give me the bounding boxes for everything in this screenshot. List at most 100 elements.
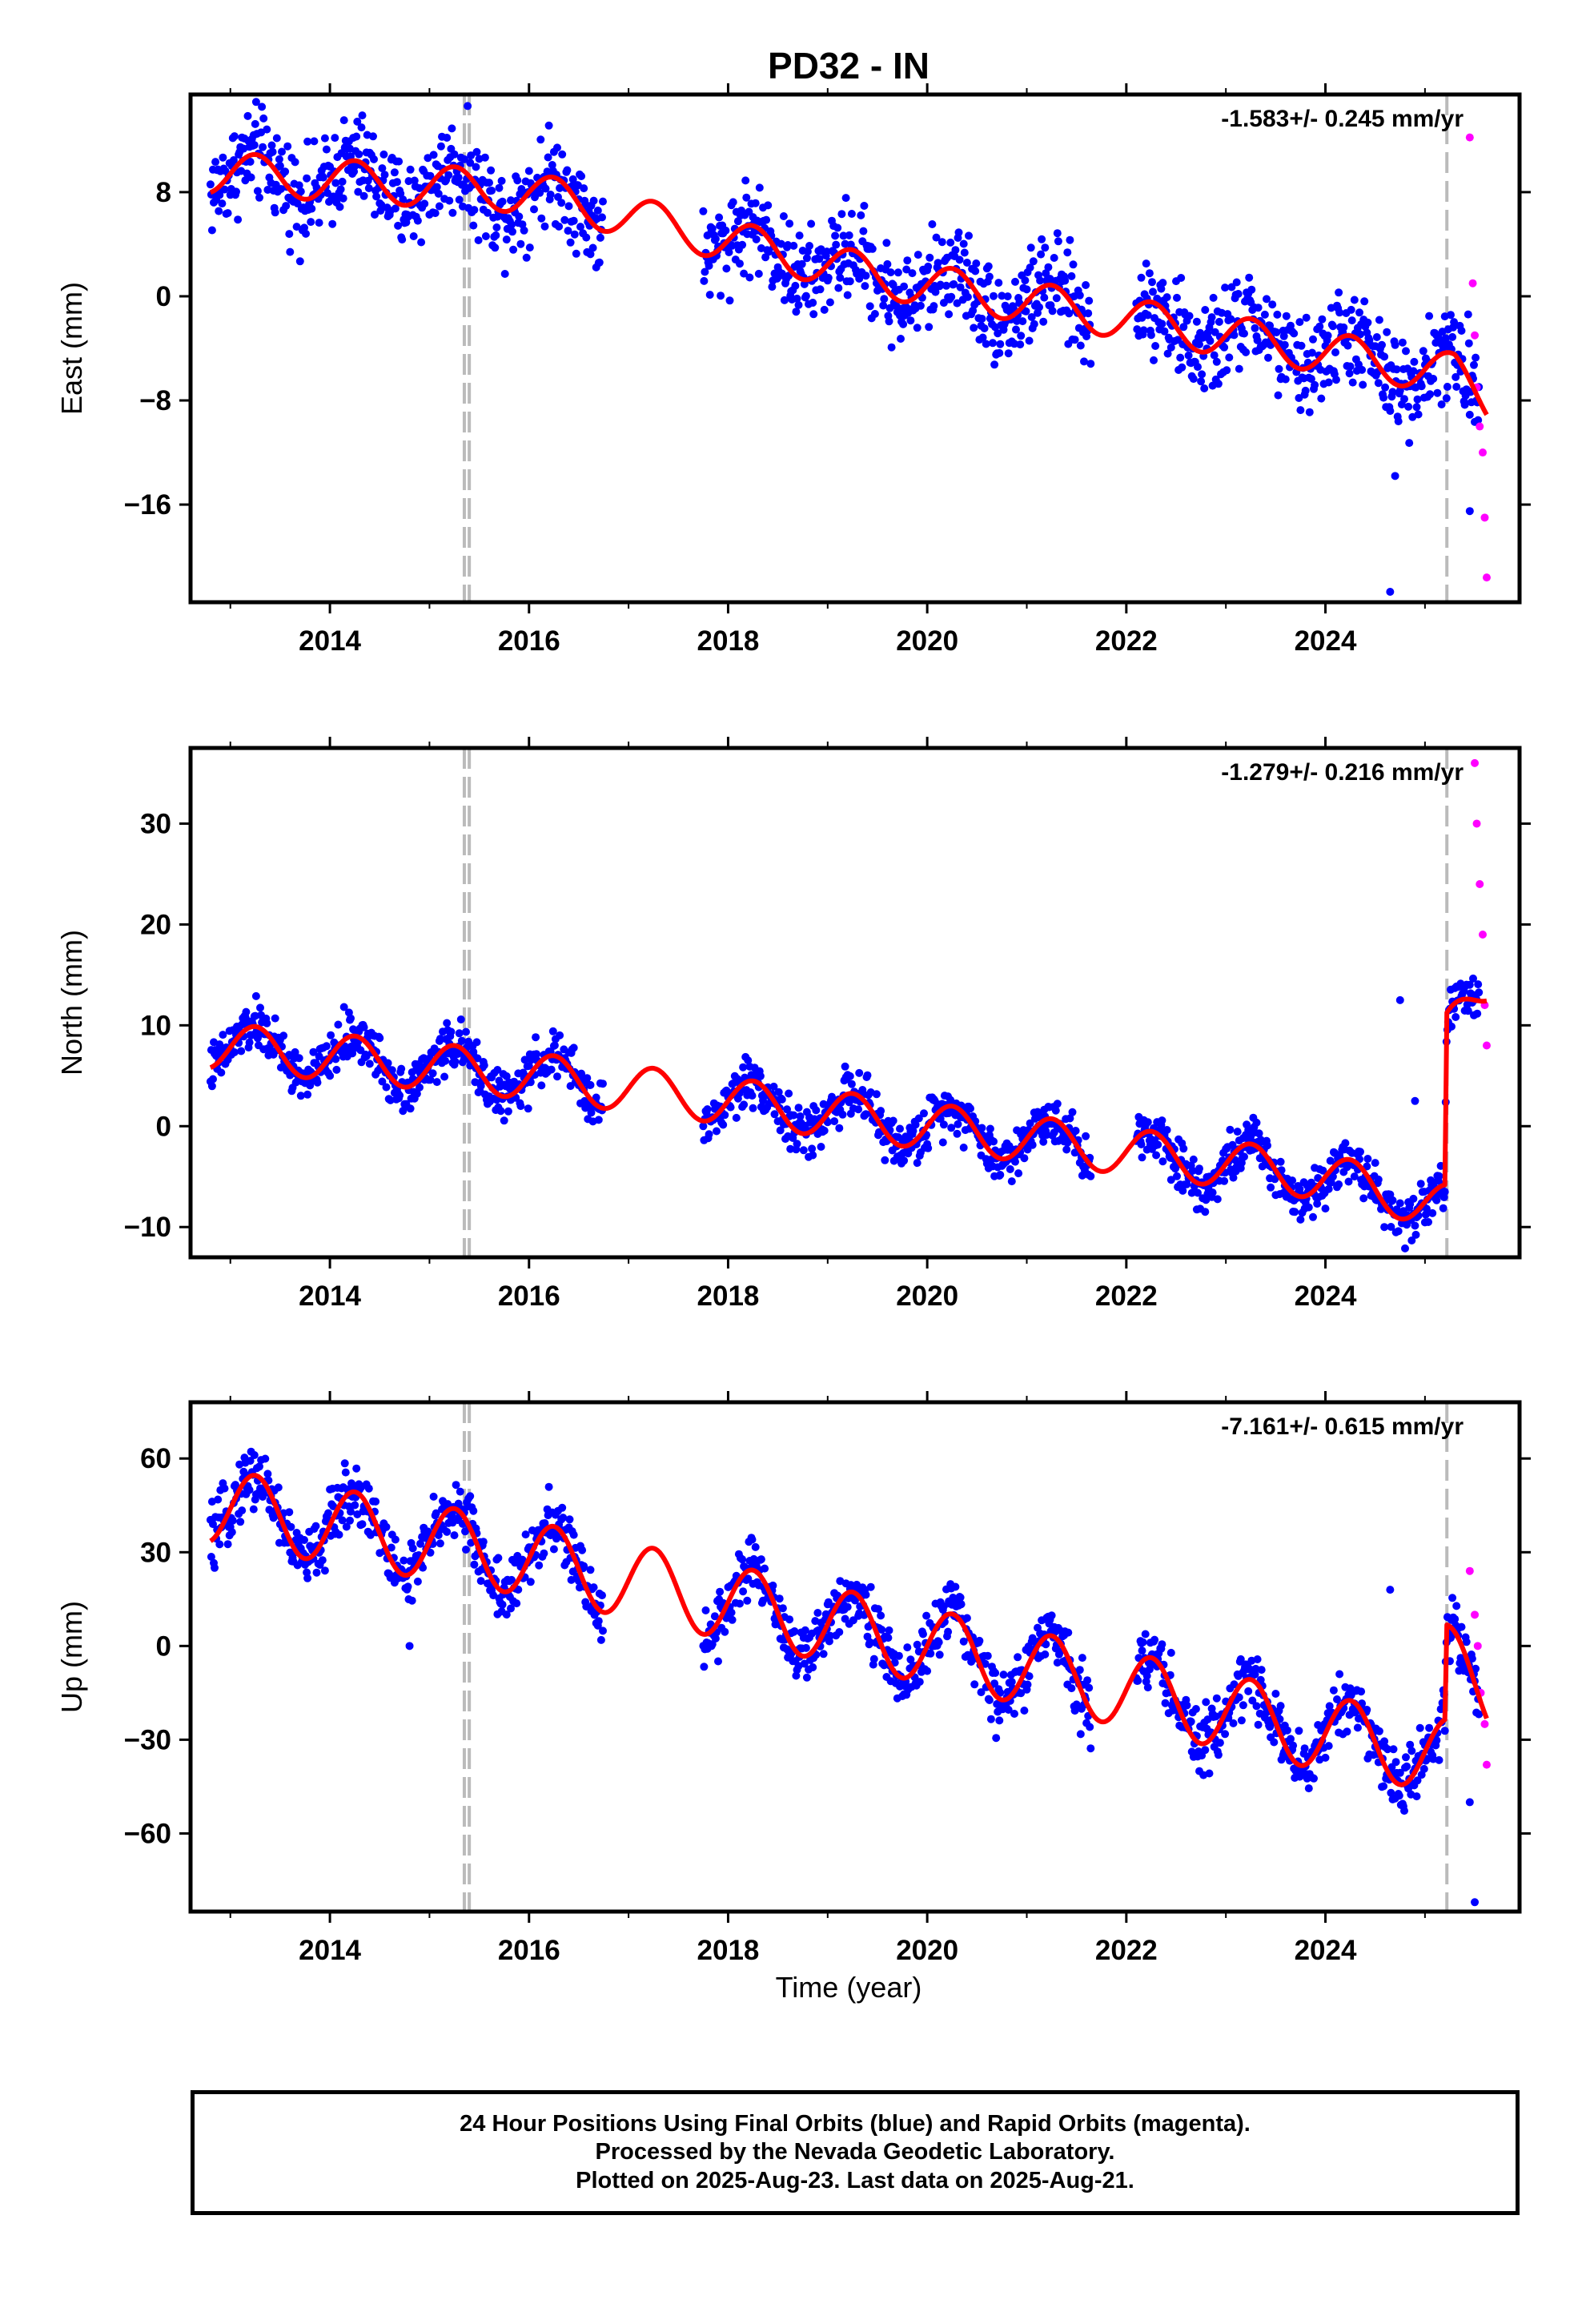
final-orbit-point bbox=[1151, 342, 1160, 350]
final-orbit-point bbox=[1138, 1638, 1147, 1647]
final-orbit-point bbox=[275, 162, 284, 171]
final-orbit-point bbox=[785, 219, 794, 228]
final-orbit-point bbox=[1319, 1166, 1327, 1175]
final-orbit-point bbox=[1036, 276, 1045, 285]
final-orbit-point bbox=[1321, 1204, 1330, 1213]
final-orbit-point bbox=[259, 114, 268, 123]
final-orbit-point bbox=[1335, 308, 1344, 317]
final-orbit-point bbox=[1076, 341, 1085, 350]
final-orbit-point bbox=[1083, 1676, 1092, 1685]
final-orbit-point bbox=[1178, 363, 1186, 372]
final-orbit-point bbox=[456, 1015, 465, 1023]
final-orbit-point bbox=[334, 1020, 343, 1029]
final-orbit-point bbox=[1142, 1671, 1151, 1680]
x-tick-label: 2024 bbox=[1295, 1935, 1357, 1966]
final-orbit-point bbox=[769, 1082, 778, 1091]
final-orbit-point bbox=[219, 153, 227, 162]
rapid-orbit-point bbox=[1482, 1041, 1491, 1050]
final-orbit-point bbox=[1335, 288, 1343, 297]
final-orbit-points bbox=[206, 974, 1484, 1252]
final-orbit-point bbox=[800, 1659, 809, 1668]
final-orbit-point bbox=[1207, 313, 1216, 322]
final-orbit-point bbox=[382, 1083, 391, 1092]
final-orbit-point bbox=[1403, 1762, 1411, 1771]
final-orbit-point bbox=[1086, 1723, 1094, 1731]
final-orbit-point bbox=[1402, 1753, 1410, 1762]
final-orbit-point bbox=[1344, 1177, 1353, 1186]
final-orbit-point bbox=[406, 1104, 415, 1113]
final-orbit-point bbox=[793, 1140, 801, 1148]
final-orbit-point bbox=[1465, 980, 1474, 989]
final-orbit-point bbox=[1158, 1116, 1166, 1125]
final-orbit-point bbox=[877, 1626, 886, 1634]
final-orbit-point bbox=[1452, 1013, 1460, 1021]
final-orbit-point bbox=[1394, 1227, 1403, 1236]
final-orbit-point bbox=[785, 1089, 793, 1098]
final-orbit-point bbox=[1345, 369, 1354, 378]
final-orbit-point bbox=[1166, 1176, 1175, 1184]
x-tick-label: 2018 bbox=[697, 1281, 760, 1312]
final-orbit-point bbox=[513, 176, 522, 185]
final-orbit-point bbox=[462, 1027, 470, 1036]
final-orbit-point bbox=[725, 248, 733, 256]
final-orbit-point bbox=[1276, 1702, 1285, 1711]
final-orbit-point bbox=[537, 1081, 546, 1090]
final-orbit-point bbox=[1331, 348, 1339, 356]
final-orbit-point bbox=[492, 231, 500, 239]
final-orbit-point bbox=[1465, 1798, 1474, 1807]
final-orbit-point bbox=[338, 177, 347, 186]
final-orbit-point bbox=[966, 1104, 974, 1113]
final-orbit-point bbox=[786, 1144, 795, 1153]
final-orbit-point bbox=[800, 279, 809, 288]
final-orbit-point bbox=[357, 123, 366, 132]
final-orbit-point bbox=[1027, 313, 1036, 321]
final-orbit-point bbox=[323, 189, 331, 197]
final-orbit-point bbox=[318, 1556, 327, 1565]
final-orbit-point bbox=[310, 137, 319, 146]
final-orbit-point bbox=[1076, 1730, 1085, 1739]
final-orbit-point bbox=[1229, 1173, 1238, 1182]
final-orbit-point bbox=[1398, 338, 1407, 347]
final-orbit-point bbox=[1353, 1723, 1362, 1732]
final-orbit-point bbox=[839, 231, 848, 240]
final-orbit-point bbox=[1469, 974, 1477, 983]
final-orbit-point bbox=[777, 1095, 786, 1104]
final-orbit-point bbox=[1161, 1699, 1170, 1707]
velocity-annotation: -1.583+/- 0.245 mm/yr bbox=[1221, 106, 1464, 132]
final-orbit-point bbox=[372, 192, 381, 201]
final-orbit-point bbox=[893, 268, 902, 277]
final-orbit-point bbox=[1086, 360, 1095, 368]
final-orbit-point bbox=[541, 184, 550, 193]
final-orbit-point bbox=[847, 1080, 856, 1088]
rapid-orbit-point bbox=[1476, 422, 1484, 431]
final-orbit-point bbox=[802, 254, 811, 263]
final-orbit-point bbox=[1432, 1736, 1441, 1745]
plot-frame bbox=[188, 92, 1522, 605]
final-orbit-point bbox=[1296, 1215, 1305, 1224]
final-orbit-point bbox=[802, 1673, 811, 1682]
final-orbit-point bbox=[783, 1105, 791, 1114]
final-orbit-point bbox=[315, 219, 323, 227]
final-orbit-point bbox=[754, 269, 763, 278]
final-orbit-point bbox=[1252, 1702, 1261, 1711]
x-tick-label: 2024 bbox=[1295, 625, 1357, 657]
final-orbit-point bbox=[1442, 394, 1451, 403]
final-orbit-point bbox=[256, 1003, 264, 1012]
final-orbit-point bbox=[1471, 1898, 1480, 1907]
final-orbit-point bbox=[346, 1516, 354, 1525]
final-orbit-point bbox=[1026, 243, 1035, 252]
final-orbit-point bbox=[1012, 325, 1020, 334]
final-orbit-point bbox=[1084, 309, 1093, 318]
final-orbit-point bbox=[230, 1048, 239, 1056]
final-orbit-point bbox=[1394, 417, 1403, 426]
final-orbit-point bbox=[906, 316, 915, 325]
final-orbit-point bbox=[1052, 294, 1061, 303]
final-orbit-point bbox=[951, 1582, 960, 1591]
final-orbit-point bbox=[1018, 317, 1027, 326]
final-orbit-point bbox=[981, 1659, 990, 1668]
final-orbit-point bbox=[435, 202, 444, 211]
final-orbit-point bbox=[985, 272, 994, 281]
final-orbit-point bbox=[307, 218, 315, 227]
final-orbit-point bbox=[1273, 310, 1282, 319]
final-orbit-point bbox=[209, 1520, 217, 1529]
